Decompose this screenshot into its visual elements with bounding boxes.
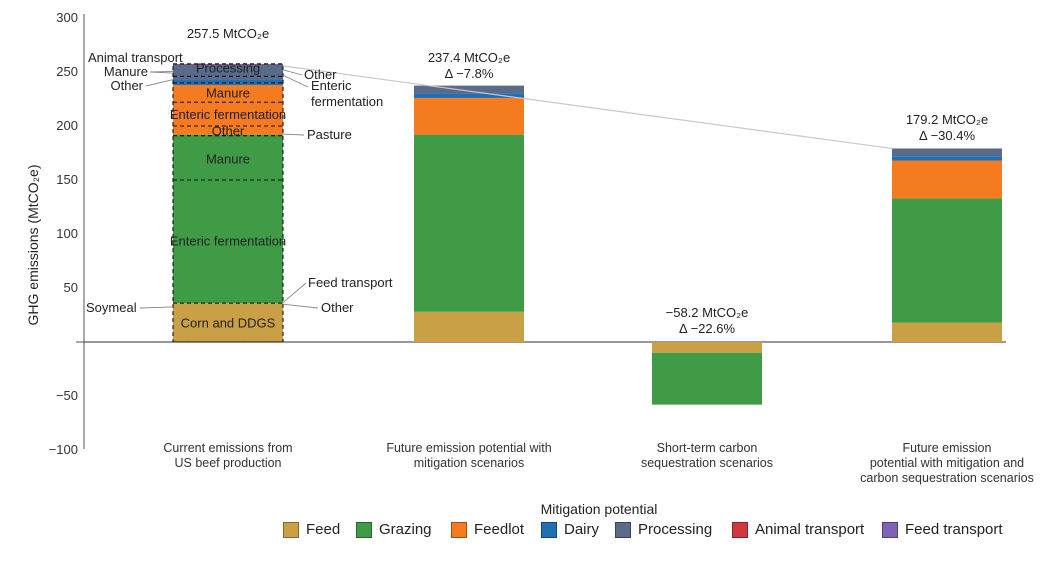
y-tick-label: 100 bbox=[56, 226, 78, 241]
label-manure-grazing: Manure bbox=[206, 151, 250, 166]
callout-animal-transport: Animal transport bbox=[88, 50, 183, 65]
legend-swatch bbox=[541, 521, 557, 538]
bar-dairy bbox=[414, 93, 524, 98]
legend-item: Feed transport bbox=[882, 521, 1003, 538]
legend-swatch bbox=[283, 521, 299, 538]
legend-label: Processing bbox=[638, 521, 713, 538]
y-tick-label: 200 bbox=[56, 118, 78, 133]
label-other-grazing: Other bbox=[212, 123, 245, 138]
bar-feed bbox=[414, 311, 524, 342]
bar-grazing bbox=[892, 198, 1002, 323]
x-category-label: Future emission bbox=[903, 441, 992, 455]
legend-swatch bbox=[732, 521, 748, 538]
total-value-label: 257.5 MtCO₂e bbox=[187, 26, 269, 41]
bar-processing bbox=[892, 148, 1002, 157]
callout-soymeal: Soymeal bbox=[86, 300, 137, 315]
x-category-label: Short-term carbon bbox=[657, 441, 758, 455]
label-corn-ddgs: Corn and DDGS bbox=[181, 316, 276, 331]
callout-other-feed: Other bbox=[321, 300, 354, 315]
legend-label: Grazing bbox=[379, 521, 432, 538]
leader-feed-transport bbox=[282, 282, 307, 303]
bar-feed bbox=[892, 322, 1002, 342]
bar-dairy bbox=[892, 156, 1002, 161]
callout-pasture: Pasture bbox=[307, 127, 352, 142]
leader-other-processing bbox=[282, 69, 303, 76]
legend-item: Grazing bbox=[356, 521, 432, 538]
chart-canvas: 300 250 200 150 100 50 −50 −100 Corn and DDGS En… bbox=[25, 10, 1034, 517]
legend: Feed Grazing Feedlot Dairy Processing Animal … bbox=[0, 521, 1060, 545]
bar-processing bbox=[173, 64, 283, 80]
legend-swatch bbox=[356, 521, 372, 538]
leader-other-dairy bbox=[145, 79, 174, 87]
bars-group bbox=[173, 63, 1002, 405]
legend-label: Feedlot bbox=[474, 521, 525, 538]
leader-pasture bbox=[282, 133, 305, 136]
legend-label: Dairy bbox=[564, 521, 600, 538]
y-tick-label: 300 bbox=[56, 10, 78, 25]
x-category-label: US beef production bbox=[174, 456, 281, 470]
legend-label: Feed transport bbox=[905, 521, 1003, 538]
legend-swatch bbox=[882, 521, 898, 538]
y-axis-title: GHG emissions (MtCO₂e) bbox=[25, 164, 41, 325]
legend-label: Animal transport bbox=[755, 521, 865, 538]
x-category-label: Future emission potential with bbox=[386, 441, 551, 455]
x-axis-title: Mitigation potential bbox=[541, 501, 658, 517]
total-value-label: −58.2 MtCO₂e bbox=[666, 305, 749, 320]
legend-item: Processing bbox=[615, 521, 712, 538]
total-value-label: 179.2 MtCO₂e bbox=[906, 112, 988, 127]
label-processing: Processing bbox=[196, 61, 260, 76]
bar-dairy bbox=[173, 79, 283, 85]
callout-manure-dairy: Manure bbox=[104, 64, 148, 79]
y-tick-label: 50 bbox=[64, 280, 78, 295]
bar-processing bbox=[414, 85, 524, 94]
callout-other-processing: Other bbox=[304, 67, 337, 82]
x-category-label: mitigation scenarios bbox=[414, 456, 524, 470]
bar-grazing bbox=[173, 134, 283, 304]
callout-enteric-dairy-2: fermentation bbox=[311, 94, 383, 109]
bar-feed-transport bbox=[173, 63, 283, 65]
legend-item: Dairy bbox=[541, 521, 599, 538]
callout-enteric-dairy-1: Enteric bbox=[311, 78, 352, 93]
y-tick-label: 150 bbox=[56, 172, 78, 187]
legend-item: Feed bbox=[283, 521, 340, 538]
y-tick-label: 250 bbox=[56, 64, 78, 79]
current-bar-outline bbox=[172, 63, 284, 343]
legend-label: Feed bbox=[306, 521, 341, 538]
x-category-label: Current emissions from bbox=[163, 441, 292, 455]
bar-grazing bbox=[652, 352, 762, 405]
bar-feedlot bbox=[414, 97, 524, 135]
label-enteric-fermentation-feedlot: Enteric fermentation bbox=[170, 107, 286, 122]
y-tick-label: −50 bbox=[56, 388, 78, 403]
x-category-label: potential with mitigation and bbox=[870, 456, 1024, 470]
total-delta-label: Δ −22.6% bbox=[679, 321, 735, 336]
legend-item: Animal transport bbox=[732, 521, 864, 538]
bar-feed bbox=[173, 303, 283, 342]
label-manure-feedlot: Manure bbox=[206, 86, 250, 101]
legend-swatch bbox=[451, 521, 467, 538]
total-delta-label: Δ −30.4% bbox=[919, 128, 975, 143]
total-delta-label: Δ −7.8% bbox=[445, 66, 494, 81]
legend-item: Feedlot bbox=[451, 521, 524, 538]
x-category-label: carbon sequestration scenarios bbox=[860, 471, 1034, 485]
bar-feedlot bbox=[892, 160, 1002, 199]
leader-other-feed bbox=[282, 303, 319, 309]
callout-other-dairy: Other bbox=[110, 78, 143, 93]
leader-manure bbox=[149, 71, 174, 74]
bar-feed bbox=[652, 342, 762, 353]
bar-grazing bbox=[414, 134, 524, 312]
callout-feed-transport: Feed transport bbox=[308, 275, 393, 290]
trend-connector-line bbox=[282, 65, 893, 150]
label-enteric-fermentation-grazing: Enteric fermentation bbox=[170, 233, 286, 248]
y-tick-label: −100 bbox=[49, 442, 78, 457]
total-value-label: 237.4 MtCO₂e bbox=[428, 50, 510, 65]
legend-swatch bbox=[615, 521, 631, 538]
x-category-label: sequestration scenarios bbox=[641, 456, 773, 470]
leader-enteric-dairy bbox=[282, 74, 309, 88]
leader-soymeal bbox=[139, 306, 174, 309]
